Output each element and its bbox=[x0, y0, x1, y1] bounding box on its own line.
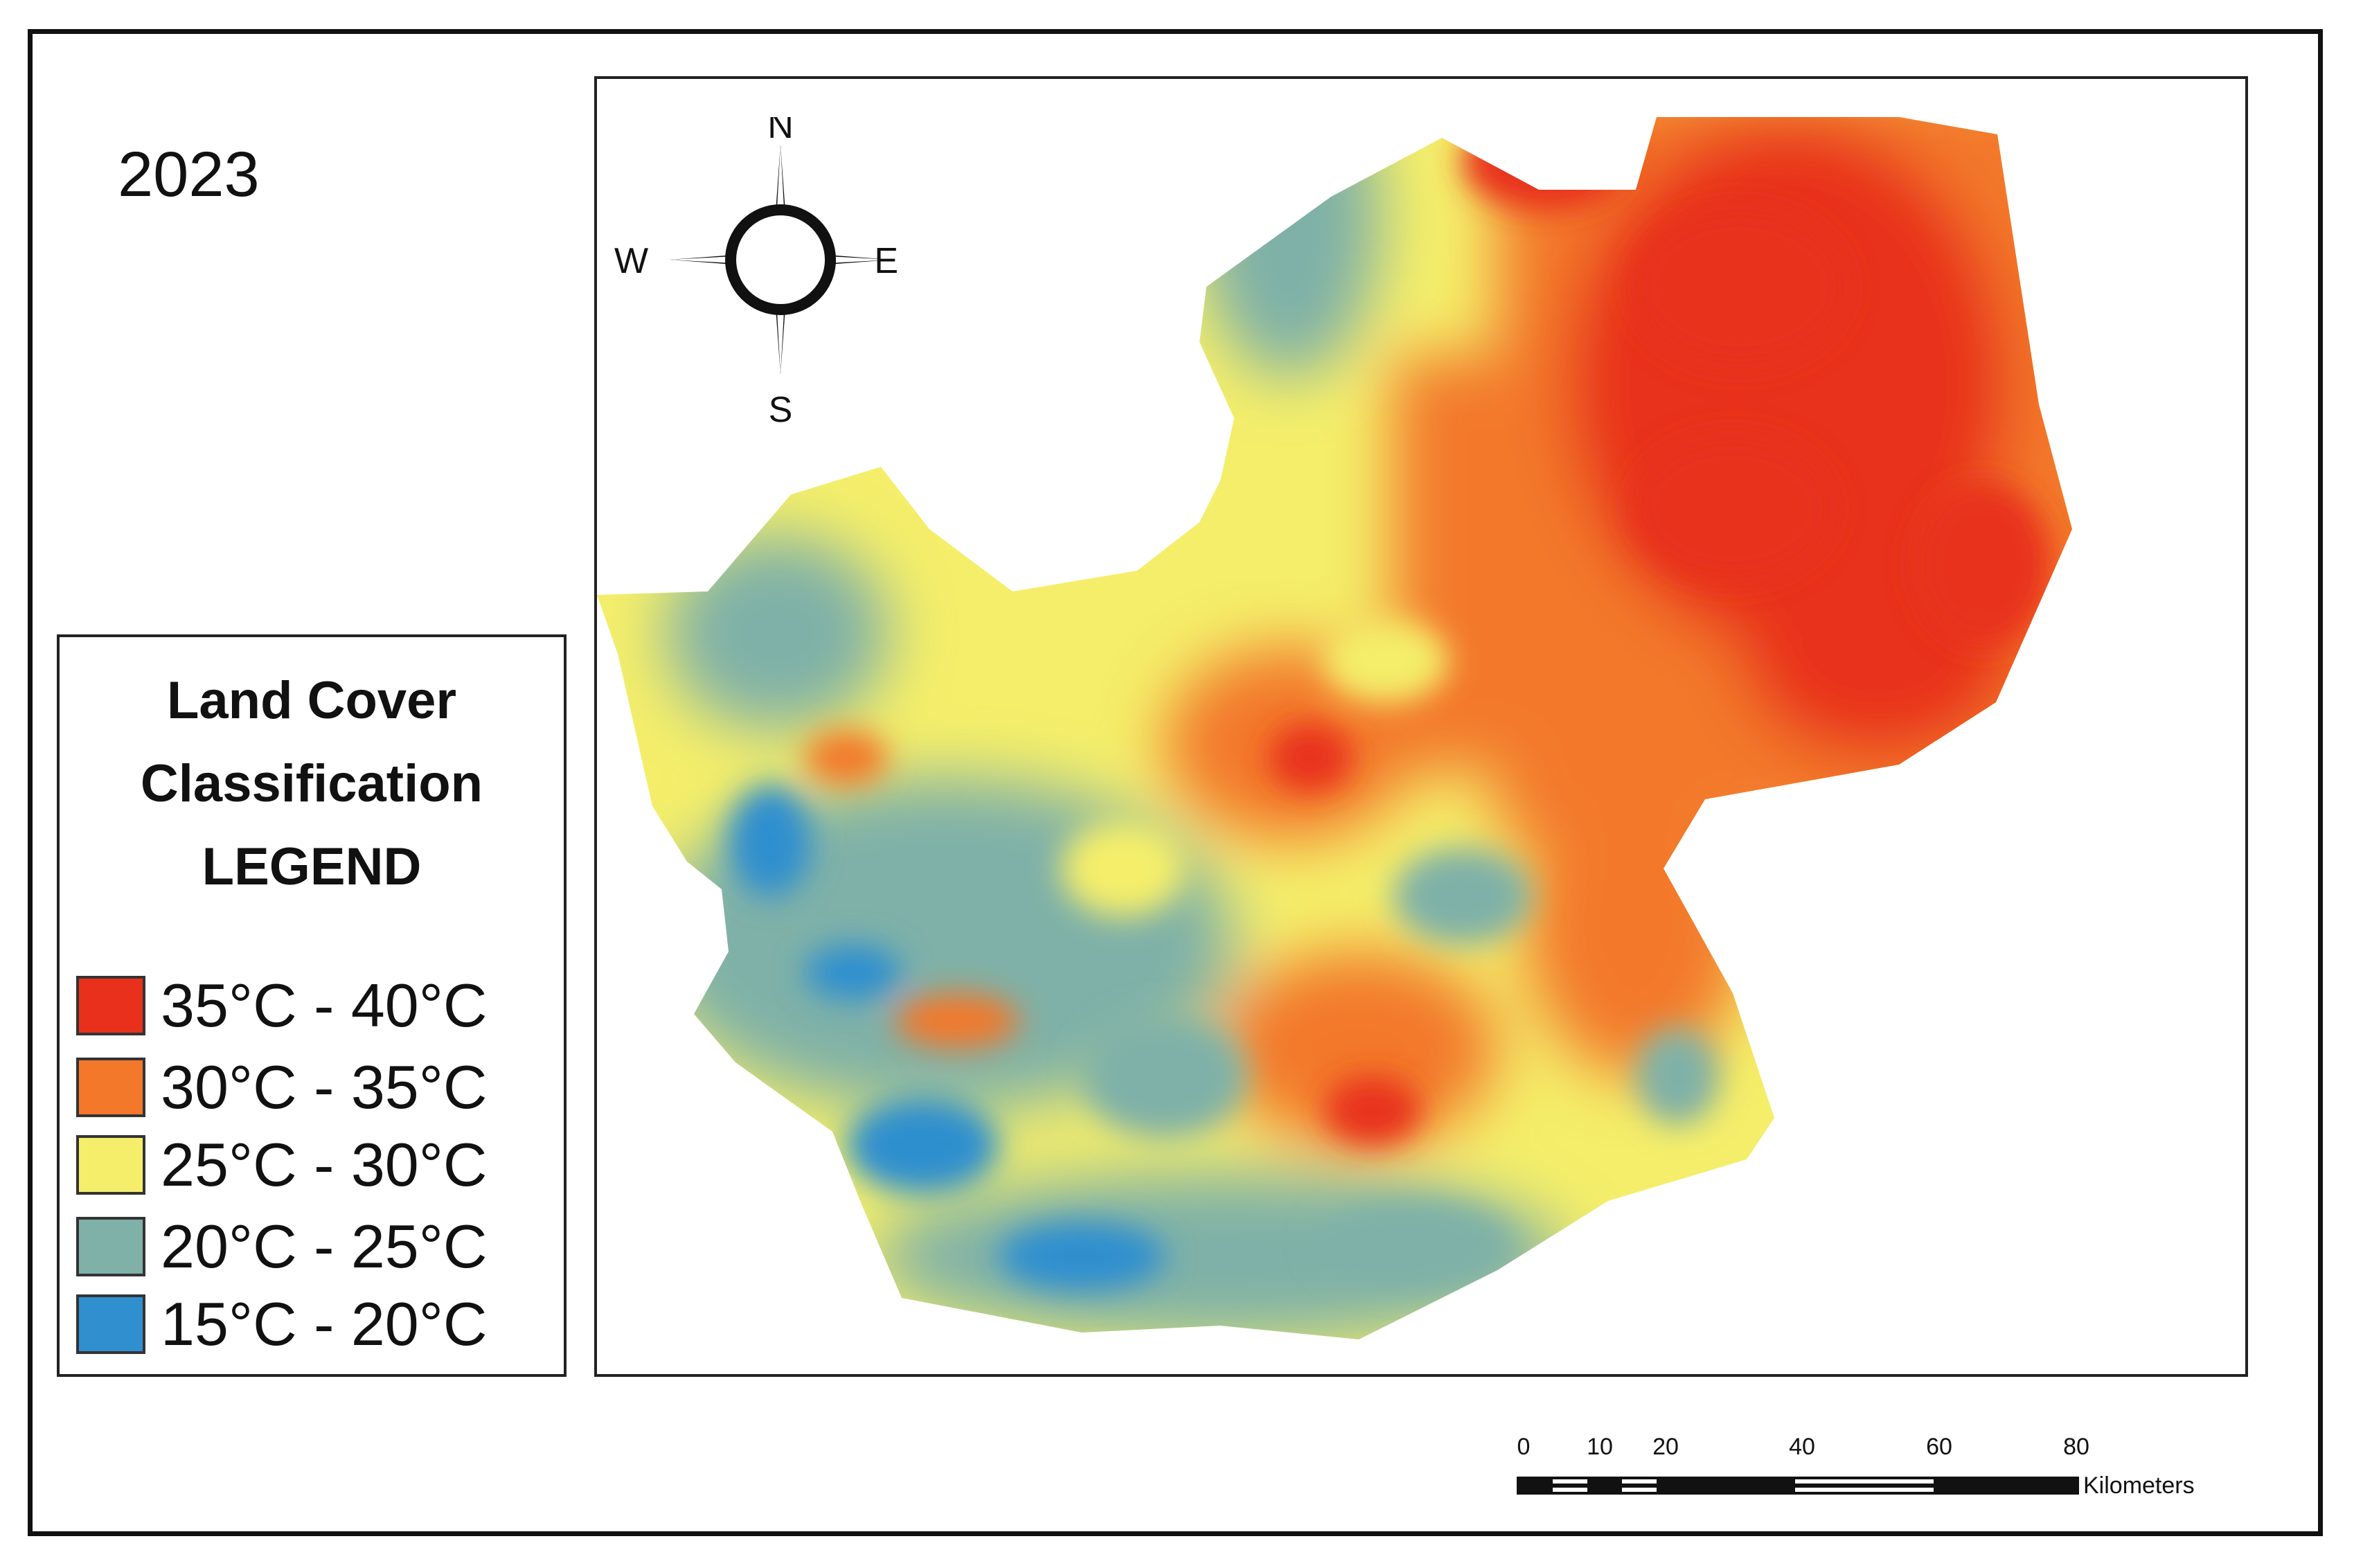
map-panel: N S E W bbox=[594, 76, 2248, 1377]
legend: Land Cover Classification LEGEND 35°C - … bbox=[57, 634, 567, 1377]
scale-tick-label: 20 bbox=[1652, 1434, 1679, 1460]
compass-west-label: W bbox=[614, 241, 648, 281]
map-year: 2023 bbox=[118, 139, 260, 210]
scale-bar: 0 10 20 40 60 80 Kilometers bbox=[1517, 1434, 2244, 1517]
legend-label: 25°C - 30°C bbox=[161, 1130, 488, 1199]
legend-label: 35°C - 40°C bbox=[161, 971, 488, 1040]
scale-tick-label: 10 bbox=[1587, 1434, 1613, 1460]
scale-units-label: Kilometers bbox=[2083, 1472, 2195, 1499]
legend-item: 15°C - 20°C bbox=[76, 1290, 487, 1358]
compass-south-label: S bbox=[769, 390, 793, 430]
legend-item: 20°C - 25°C bbox=[76, 1212, 487, 1281]
legend-title-line-3: LEGEND bbox=[202, 837, 422, 896]
legend-item: 30°C - 35°C bbox=[76, 1053, 487, 1121]
compass-east-label: E bbox=[874, 241, 898, 281]
legend-item: 25°C - 30°C bbox=[76, 1130, 488, 1199]
scale-bar-graphic bbox=[1517, 1477, 2079, 1495]
legend-label: 15°C - 20°C bbox=[161, 1290, 488, 1358]
legend-swatch bbox=[76, 1294, 145, 1354]
legend-swatch bbox=[76, 1135, 145, 1195]
scale-tick-label: 80 bbox=[2063, 1434, 2089, 1460]
legend-label: 30°C - 35°C bbox=[161, 1053, 488, 1121]
legend-item: 35°C - 40°C bbox=[76, 971, 487, 1040]
compass-north-label: N bbox=[767, 117, 794, 146]
legend-swatch bbox=[76, 1217, 145, 1276]
legend-swatch bbox=[76, 1058, 145, 1117]
temperature-map bbox=[597, 117, 2072, 1339]
legend-swatch bbox=[76, 976, 145, 1035]
scale-tick-label: 0 bbox=[1517, 1434, 1531, 1460]
legend-title-line-1: Land Cover bbox=[166, 671, 457, 730]
compass-needle-icon bbox=[670, 145, 891, 375]
scale-tick-label: 40 bbox=[1789, 1434, 1815, 1460]
legend-label: 20°C - 25°C bbox=[161, 1212, 488, 1281]
compass-rose: N S E W bbox=[614, 117, 898, 430]
legend-title-line-2: Classification bbox=[140, 754, 483, 813]
scale-tick-label: 60 bbox=[1926, 1434, 1952, 1460]
